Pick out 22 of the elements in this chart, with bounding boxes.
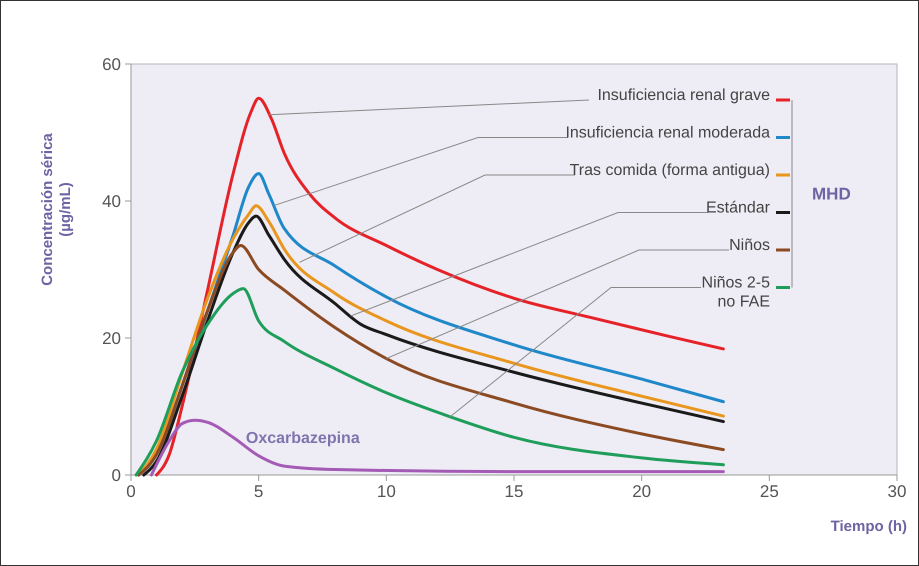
x-tick-label: 5 <box>254 482 264 501</box>
legend-label: Estándar <box>706 200 771 216</box>
x-tick-label: 10 <box>376 482 396 501</box>
legend-label: Insuficiencia renal moderada <box>565 124 770 142</box>
x-tick-label: 20 <box>632 482 652 501</box>
y-tick-label: 0 <box>112 466 121 485</box>
y-tick-label: 20 <box>102 328 121 348</box>
x-tick-label: 0 <box>126 482 136 501</box>
legend-label: Tras comida (forma antigua) <box>570 162 770 179</box>
x-tick-label: 15 <box>504 482 524 501</box>
legend-label: Insuficiencia renal grave <box>597 87 770 104</box>
line-series <box>150 418 725 476</box>
x-tick-label: 25 <box>760 482 779 501</box>
y-tick-label: 60 <box>102 54 121 74</box>
annotation: MHD <box>812 184 851 204</box>
x-tick-label: 30 <box>888 482 906 501</box>
y-tick-label: 40 <box>102 192 121 211</box>
y-axis-title: Concentración sérica (µg/mL) <box>39 132 74 286</box>
legend-label: Niños <box>729 237 770 254</box>
legend-label: Niños 2-5 no FAE <box>702 274 770 310</box>
x-axis-title: Tiempo (h) <box>830 518 907 535</box>
series-label: Oxcarbazepina <box>246 430 360 447</box>
